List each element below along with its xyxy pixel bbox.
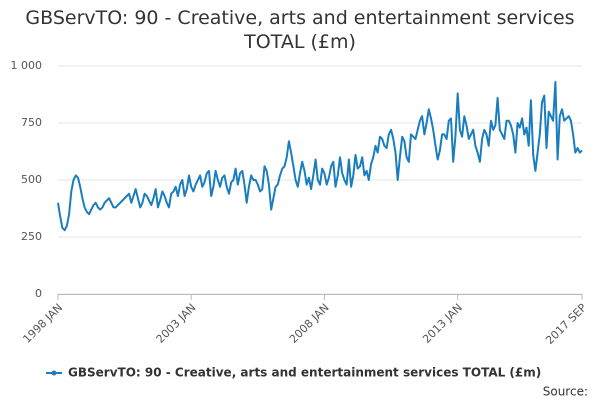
series-line (57, 81, 583, 232)
x-tick-label: 1998 JAN (20, 301, 65, 346)
y-tick-label: 0 (35, 287, 42, 300)
x-tick-label: 2013 JAN (420, 301, 465, 346)
y-tick-label: 250 (21, 230, 42, 243)
y-tick-label: 750 (21, 116, 42, 129)
x-tick-label: 2003 JAN (154, 301, 199, 346)
source: Source: (543, 385, 588, 399)
chart-title: GBServTO: 90 - Creative, arts and entert… (25, 7, 575, 53)
legend-marker (51, 370, 57, 376)
legend-label: GBServTO: 90 - Creative, arts and entert… (68, 366, 541, 380)
x-tick-label: 2017 SEP (543, 301, 589, 347)
x-tick-label: 2008 JAN (287, 301, 332, 346)
y-tick-label: 500 (21, 173, 42, 186)
y-tick-label: 1 000 (11, 59, 43, 72)
